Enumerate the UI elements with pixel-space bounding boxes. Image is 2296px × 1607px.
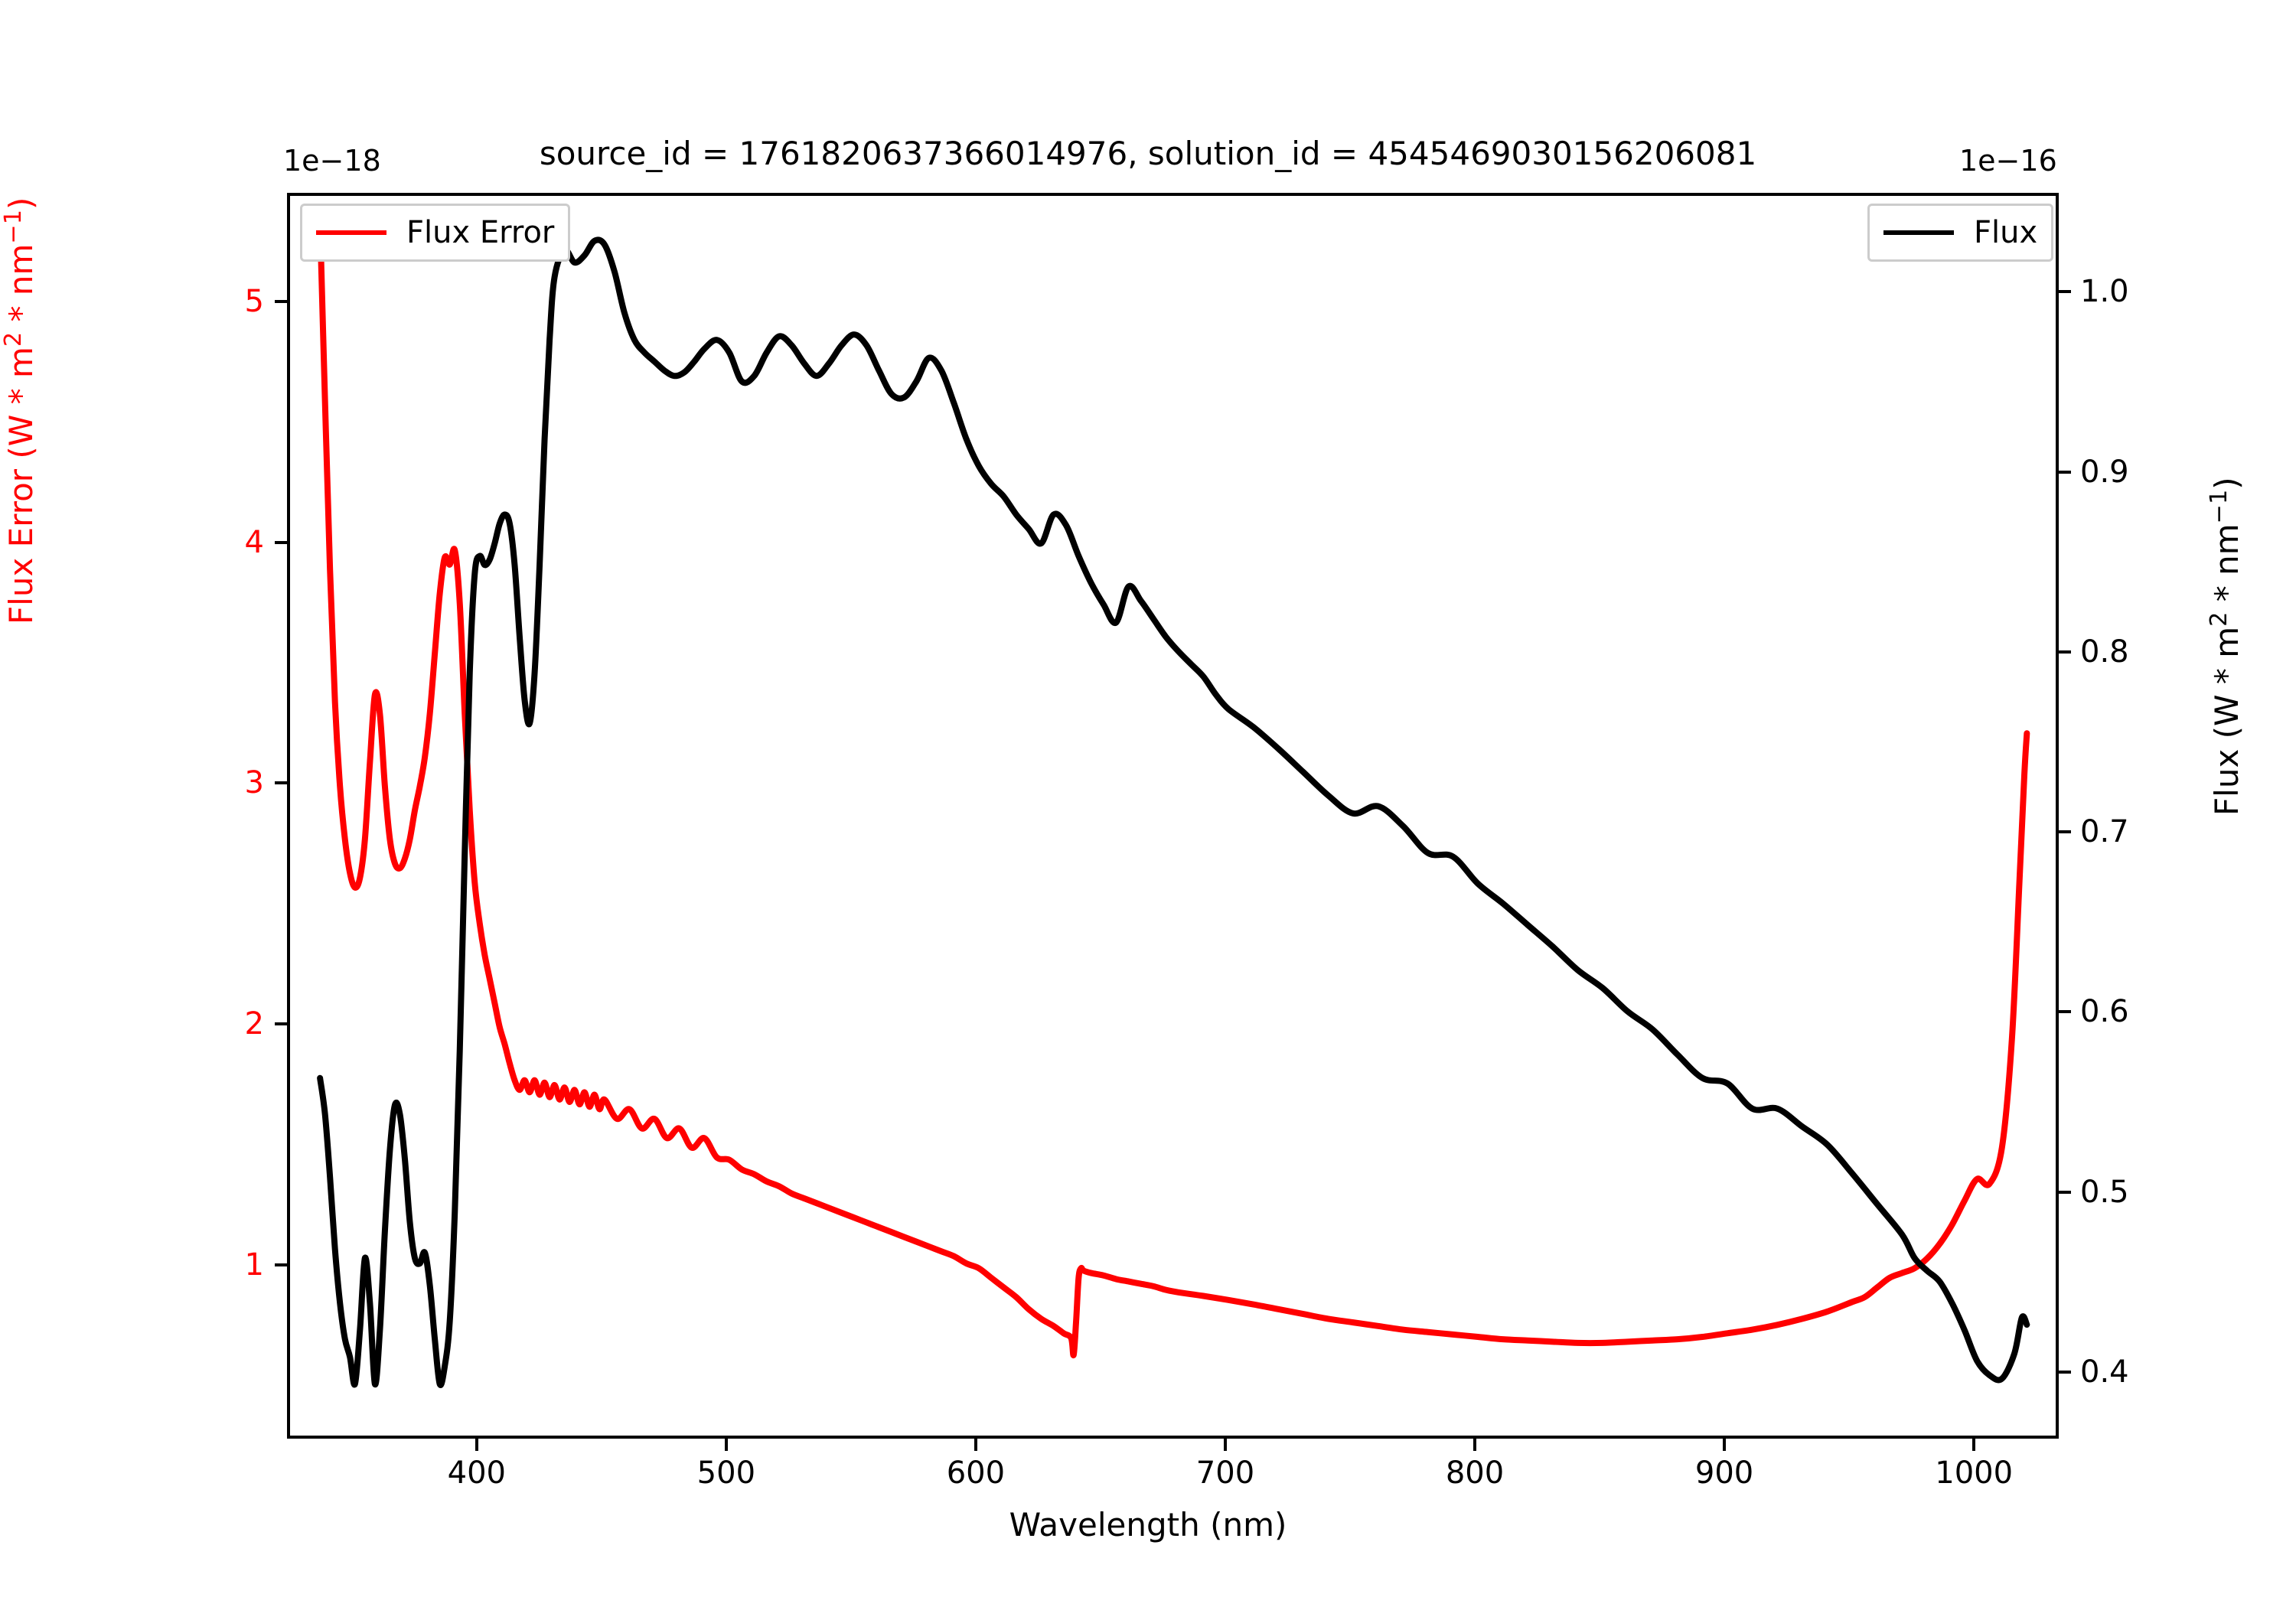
legend-flux-error[interactable]: Flux Error [300, 204, 571, 262]
right-y-tick-label: 0.5 [2080, 1174, 2129, 1210]
x-tick-mark [1223, 1439, 1227, 1451]
right-y-tick-label: 0.8 [2080, 634, 2129, 670]
right-y-tick-mark [2059, 830, 2071, 834]
x-tick-mark [974, 1439, 977, 1451]
series-canvas [317, 217, 2030, 1388]
left-y-tick-mark [275, 1022, 287, 1026]
right-y-tick-mark [2059, 1190, 2071, 1194]
x-tick-label: 500 [696, 1455, 756, 1491]
left-y-axis-label: Flux Error (W * m2 * nm−1) [0, 197, 40, 816]
left-y-axis-label-sup-2: 2 [0, 331, 27, 347]
left-y-tick-label: 3 [244, 765, 264, 801]
right-y-axis-label-sup-2: 2 [2206, 611, 2232, 627]
x-tick-label: 400 [447, 1455, 506, 1491]
right-y-axis-label-suffix: ) [2208, 477, 2245, 490]
series-line-flux-error [317, 217, 2030, 1358]
right-y-tick-label: 0.9 [2080, 454, 2129, 490]
right-y-tick-mark [2059, 1370, 2071, 1374]
right-y-tick-mark [2059, 290, 2071, 294]
right-y-tick-label: 0.4 [2080, 1354, 2129, 1390]
left-y-tick-mark [275, 540, 287, 544]
left-y-axis-label-prefix: Flux Error (W * m [2, 347, 40, 624]
page-title: source_id = 1761820637366014976, solutio… [539, 135, 1757, 172]
legend-line-swatch-icon [316, 230, 386, 235]
right-y-tick-mark [2059, 470, 2071, 474]
plot-area [287, 193, 2059, 1439]
x-tick-label: 1000 [1935, 1455, 2014, 1491]
right-y-axis-label: Flux (W * m2 * nm−1) [2206, 477, 2245, 816]
x-axis-label: Wavelength (nm) [1009, 1506, 1287, 1543]
series-line-flux [317, 236, 2030, 1388]
legend-line-swatch-icon [1883, 230, 1954, 235]
right-y-tick-label: 1.0 [2080, 274, 2129, 310]
right-y-tick-mark [2059, 650, 2071, 654]
x-tick-mark [1723, 1439, 1727, 1451]
x-tick-label: 900 [1694, 1455, 1754, 1491]
right-y-axis-label-sup-minus1: −1 [2206, 489, 2232, 524]
right-y-tick-mark [2059, 1010, 2071, 1014]
left-y-tick-label: 4 [244, 524, 264, 560]
x-tick-mark [724, 1439, 728, 1451]
right-y-tick-label: 0.7 [2080, 814, 2129, 850]
left-y-tick-label: 1 [244, 1247, 264, 1283]
right-axis-offset-text: 1e−16 [1959, 144, 2057, 178]
x-tick-label: 700 [1195, 1455, 1255, 1491]
left-y-axis-label-suffix: ) [2, 197, 40, 210]
left-y-tick-mark [275, 1263, 287, 1267]
x-tick-label: 600 [946, 1455, 1006, 1491]
left-y-axis-label-sup-minus1: −1 [0, 210, 27, 244]
x-tick-mark [1473, 1439, 1477, 1451]
x-tick-mark [1972, 1439, 1976, 1451]
right-y-axis-label-mid: * nm [2208, 523, 2245, 612]
legend-label-flux-error: Flux Error [406, 215, 555, 250]
left-y-tick-mark [275, 781, 287, 785]
left-axis-offset-text: 1e−18 [283, 144, 381, 178]
left-y-tick-label: 5 [244, 283, 264, 319]
left-y-tick-label: 2 [244, 1006, 264, 1042]
legend-flux[interactable]: Flux [1867, 204, 2054, 262]
legend-label-flux: Flux [1974, 215, 2038, 250]
left-y-axis-label-mid: * nm [2, 243, 40, 332]
x-tick-label: 800 [1445, 1455, 1505, 1491]
right-y-tick-label: 0.6 [2080, 994, 2129, 1030]
x-tick-mark [475, 1439, 478, 1451]
right-y-axis-label-prefix: Flux (W * m [2208, 626, 2245, 816]
left-y-tick-mark [275, 299, 287, 303]
